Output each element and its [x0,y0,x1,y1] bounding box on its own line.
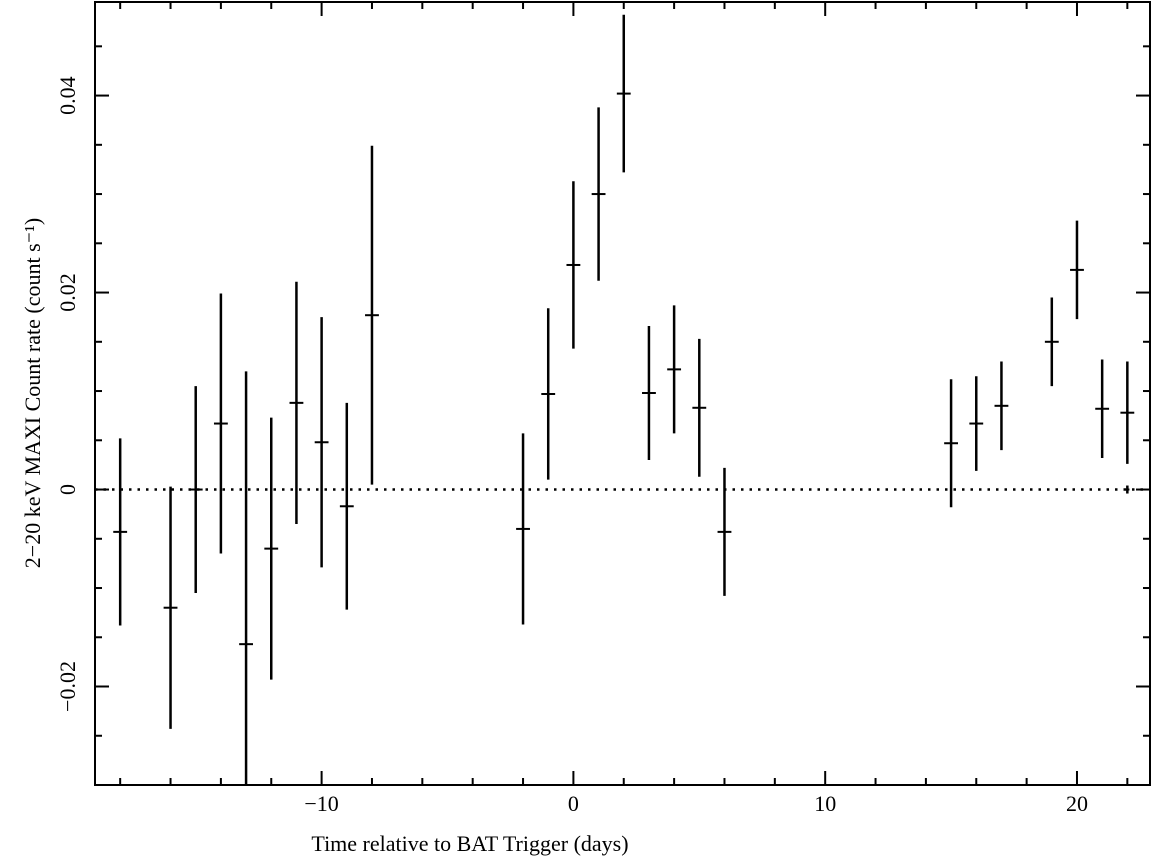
data-point [667,305,682,434]
data-point [994,361,1009,451]
data-point [642,326,656,460]
y-tick-label: 0 [55,484,80,495]
axis-tick-labels: −10 0 10 20 −0.02 0 0.02 0.04 [55,76,1088,816]
y-tick-label: 0.02 [55,273,80,312]
data-point [616,14,631,173]
data-point [1125,485,1130,494]
y-axis-label: 2−20 keV MAXI Count rate (count s⁻¹) [20,218,45,568]
data-point [541,308,556,480]
data-point [365,145,379,485]
data-point [163,486,178,729]
x-tick-label: 10 [814,791,836,816]
data-point [1095,359,1110,459]
data-point [1120,361,1135,464]
data-point [339,402,354,610]
data-point [692,338,707,477]
data-point [188,386,203,593]
data-point [113,438,128,626]
data-point [314,317,329,568]
data-point [1044,297,1059,387]
y-tick-label: −0.02 [55,661,80,712]
data-point [213,293,228,554]
data-point [566,181,581,349]
data-point [591,107,606,281]
x-axis-label: Time relative to BAT Trigger (days) [311,831,628,856]
data-point [1070,220,1084,320]
plot-frame [94,1,1151,786]
data-point [717,467,732,596]
data-point [516,433,530,625]
data-point [969,376,984,471]
data-point [239,371,253,785]
data-points [113,14,1135,785]
axis-ticks [95,2,1150,786]
data-point [944,379,959,508]
data-point [264,417,279,680]
x-tick-label: 0 [568,791,579,816]
x-tick-label: −10 [304,791,338,816]
x-tick-label: 20 [1066,791,1088,816]
y-tick-label: 0.04 [55,76,80,115]
data-point [289,281,304,524]
